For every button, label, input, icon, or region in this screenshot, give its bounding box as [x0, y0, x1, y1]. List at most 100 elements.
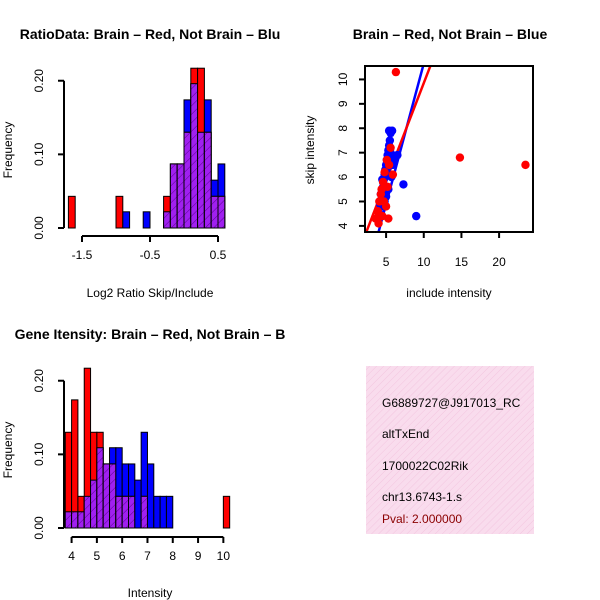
intensity-bar-notbrain: [134, 479, 142, 529]
intensity-bar-overlap: [71, 511, 79, 529]
intensity-bar-overlap: [102, 463, 111, 529]
intensity-bar-overlap: [115, 495, 123, 529]
info-line-event-type: altTxEnd: [382, 427, 429, 441]
scatter-x-tick-label: 5: [383, 255, 390, 269]
ratio-bar-overlap: [176, 163, 185, 229]
ratio-y-tick-label: 0.10: [32, 142, 46, 166]
ratio-histogram-bars: [67, 67, 226, 229]
ratio-bar-overlap: [210, 195, 219, 229]
info-text-area: G6889727@J917013_RC altTxEnd 1700022C02R…: [382, 396, 521, 526]
intensity-bar-overlap: [83, 495, 92, 529]
ratio-bar-overlap: [190, 83, 199, 229]
intensity-bar-overlap: [64, 511, 73, 529]
scatter-xlabel: include intensity: [406, 286, 491, 300]
intensity-y-tick-label: 0.10: [32, 442, 46, 466]
intensity-histogram-xlabel: Intensity: [128, 586, 173, 600]
scatter-axes: 5 10 15 20 4 5 6 7 8 9 10: [336, 65, 534, 269]
scatter-point-notbrain: [384, 126, 394, 135]
intensity-x-tick-label: 6: [119, 549, 126, 563]
scatter-point-brain: [381, 202, 391, 211]
ratio-bar-overlap: [197, 131, 205, 229]
ratio-bar-notbrain: [142, 211, 151, 229]
intensity-bar-brain: [71, 399, 79, 529]
scatter-y-tick-label: 5: [336, 198, 350, 205]
ratio-histogram-xlabel: Log2 Ratio Skip/Include: [87, 286, 214, 300]
ratio-x-tick-label: -1.5: [72, 248, 93, 262]
info-pval: Pval: 2.000000: [382, 512, 462, 526]
scatter-point-brain: [391, 67, 401, 77]
scatter-point-brain: [521, 160, 530, 170]
intensity-bar-overlap: [77, 511, 85, 529]
info-line-location: chr13.6743-1.s: [382, 490, 462, 504]
scatter-y-tick-label: 4: [336, 222, 350, 229]
intensity-y-tick-label: 0.20: [32, 369, 46, 393]
intensity-histogram-axes: 0.00 0.10 0.20 4 5 6 7 8 9 10: [32, 369, 230, 563]
intensity-x-tick-label: 5: [94, 549, 101, 563]
ratio-bar-notbrain: [122, 211, 131, 229]
scatter-points: [365, 66, 530, 232]
scatter-y-tick-label: 7: [336, 149, 350, 156]
intensity-bar-notbrain: [165, 495, 174, 529]
ratio-x-tick-label: 0.5: [210, 248, 227, 262]
intensity-x-tick-label: 9: [195, 549, 202, 563]
intensity-histogram-ylabel: Frequency: [1, 422, 15, 479]
scatter-x-tick-label: 20: [492, 255, 506, 269]
intensity-x-tick-label: 10: [217, 549, 231, 563]
info-panel: G6889727@J917013_RC altTxEnd 1700022C02R…: [366, 366, 534, 534]
scatter-point-brain: [388, 170, 398, 179]
intensity-y-tick-label: 0.00: [32, 516, 46, 540]
ratio-y-tick-label: 0.00: [32, 216, 46, 240]
ratio-bar-overlap: [203, 131, 212, 229]
ratio-histogram-title: RatioData: Brain – Red, Not Brain – Blu: [20, 26, 281, 42]
ratio-bar-overlap: [169, 163, 178, 229]
scatter-point-brain: [378, 211, 387, 221]
ratio-bar-brain: [67, 195, 76, 229]
scatter-y-tick-label: 8: [336, 125, 350, 132]
ratio-histogram-panel: RatioData: Brain – Red, Not Brain – Blu …: [1, 26, 280, 300]
scatter-panel: Brain – Red, Not Brain – Blue include in…: [303, 26, 548, 300]
scatter-plot-box: [364, 65, 534, 233]
scatter-title: Brain – Red, Not Brain – Blue: [353, 26, 548, 42]
intensity-bar-notbrain: [146, 463, 155, 529]
scatter-point-brain: [383, 182, 392, 192]
intensity-bar-overlap: [96, 447, 104, 529]
ratio-bar-overlap: [163, 211, 171, 229]
scatter-point-brain: [374, 219, 383, 228]
intensity-bar-brain: [222, 495, 231, 529]
intensity-x-tick-label: 4: [68, 549, 75, 563]
scatter-ylabel: skip intensity: [303, 116, 317, 185]
scatter-y-tick-label: 9: [336, 100, 350, 107]
scatter-point-brain: [455, 153, 465, 162]
intensity-histogram-title: Gene Itensity: Brain – Red, Not Brain – …: [15, 326, 286, 342]
info-box: [366, 366, 534, 534]
scatter-point-brain: [380, 167, 389, 177]
scatter-point-notbrain: [385, 136, 395, 145]
ratio-bar-overlap: [183, 131, 192, 229]
scatter-point-notbrain: [399, 180, 408, 189]
scatter-x-tick-label: 15: [455, 255, 469, 269]
intensity-bar-overlap: [90, 479, 98, 529]
scatter-y-tick-label: 6: [336, 173, 350, 180]
scatter-point-brain: [384, 160, 394, 170]
intensity-x-tick-label: 8: [169, 549, 176, 563]
ratio-histogram-axes: 0.00 0.10 0.20 -1.5 -0.5 0.5: [32, 69, 227, 262]
intensity-histogram-bars: [64, 367, 231, 529]
intensity-bar-overlap: [140, 495, 148, 529]
ratio-bar-brain: [115, 195, 124, 229]
scatter-point-brain: [386, 143, 395, 152]
scatter-point-notbrain: [412, 211, 421, 221]
intensity-bar-notbrain: [153, 495, 161, 529]
scatter-y-tick-label: 10: [336, 72, 350, 86]
intensity-bar-notbrain: [159, 495, 167, 529]
ratio-x-tick-label: -0.5: [140, 248, 161, 262]
intensity-bar-overlap: [128, 495, 136, 529]
scatter-point-notbrain: [393, 150, 402, 160]
info-line-probe-id: G6889727@J917013_RC: [382, 396, 521, 410]
ratio-bar-overlap: [217, 195, 226, 229]
ratio-y-tick-label: 0.20: [32, 69, 46, 93]
intensity-histogram-panel: Gene Itensity: Brain – Red, Not Brain – …: [1, 326, 285, 600]
scatter-x-tick-label: 10: [417, 255, 431, 269]
intensity-bar-overlap: [109, 463, 117, 529]
intensity-bar-overlap: [121, 495, 129, 529]
